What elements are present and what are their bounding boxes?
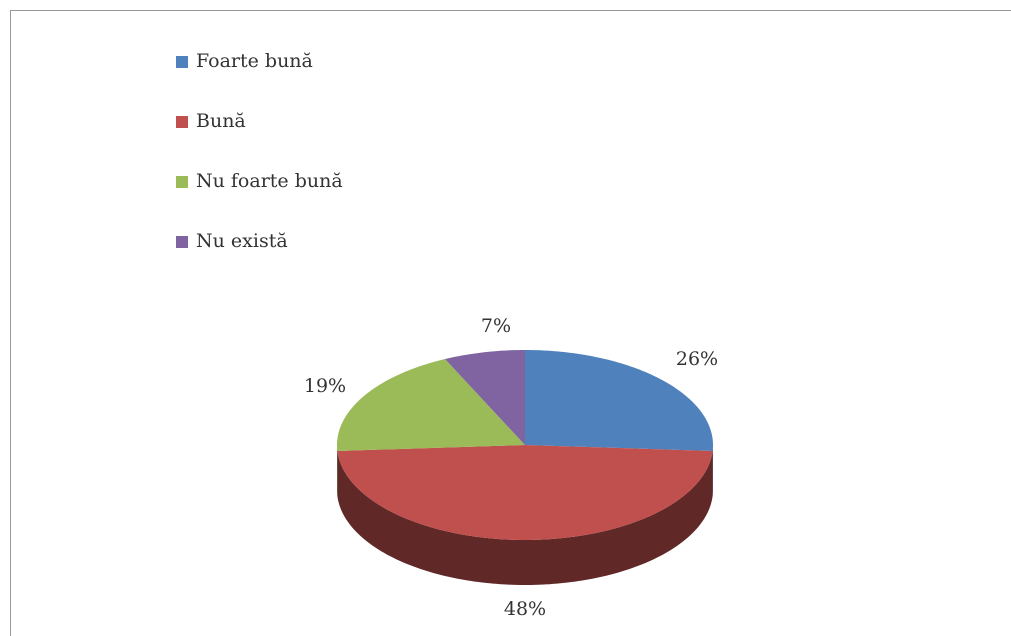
data-label: 48% (504, 598, 546, 620)
legend-label: Foarte bună (196, 50, 313, 72)
data-label: 7% (481, 315, 511, 337)
slice-side (337, 450, 713, 585)
legend-swatch (176, 176, 188, 188)
legend-swatch (176, 116, 188, 128)
data-label: 19% (304, 375, 346, 397)
legend-label: Bună (196, 110, 246, 132)
slice (444, 350, 525, 445)
legend-swatch (176, 236, 188, 248)
data-label: 26% (676, 348, 718, 370)
slice (337, 445, 713, 540)
legend-swatch (176, 56, 188, 68)
slice (525, 350, 713, 451)
legend-label: Nu foarte bună (196, 170, 343, 192)
slice (337, 359, 525, 451)
legend-label: Nu există (196, 230, 288, 252)
